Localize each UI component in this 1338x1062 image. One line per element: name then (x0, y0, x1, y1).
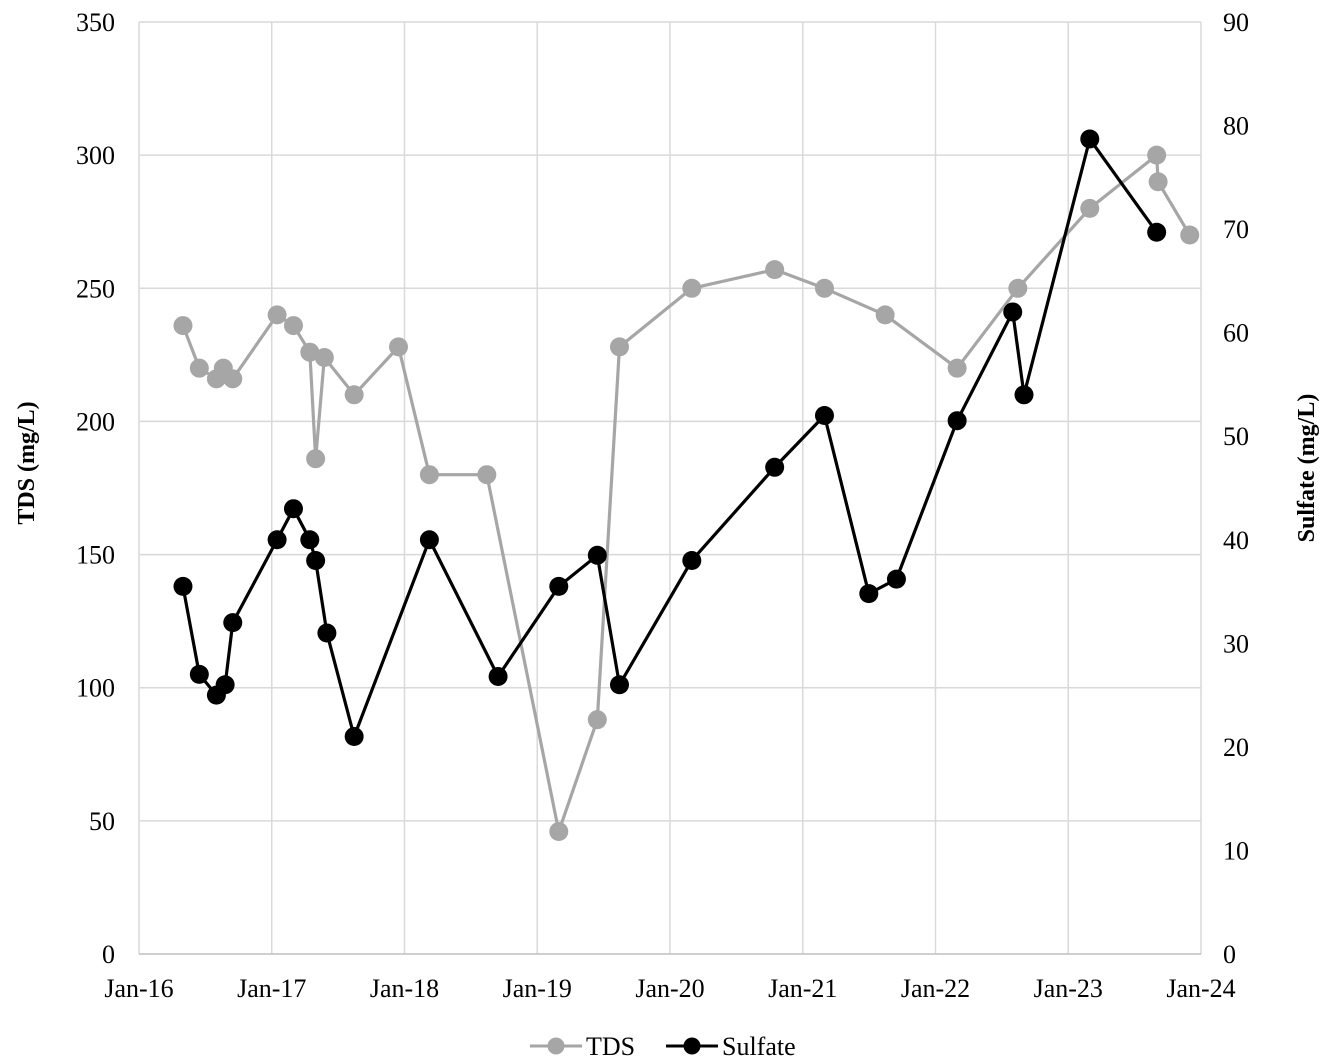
data-point-sulfate (215, 675, 235, 695)
data-point-sulfate (189, 664, 209, 684)
data-point-tds (189, 358, 209, 378)
legend-swatch-tds-marker (547, 1037, 565, 1055)
data-point-tds (1147, 145, 1167, 165)
x-tick-label: Jan-22 (901, 974, 970, 1003)
data-point-tds (267, 305, 287, 325)
legend-label-sulfate: Sulfate (722, 1032, 796, 1061)
x-tick-label: Jan-23 (1034, 974, 1103, 1003)
legend: TDS Sulfate (530, 1032, 796, 1061)
data-point-sulfate (814, 406, 834, 426)
series-line-tds (181, 153, 1192, 834)
data-point-tds (765, 260, 785, 280)
data-point-tds (587, 710, 607, 730)
x-tick-label: Jan-21 (768, 974, 837, 1003)
y-left-tick-label: 0 (102, 940, 115, 969)
legend-item-sulfate: Sulfate (666, 1032, 796, 1061)
y-right-tick-label: 10 (1223, 836, 1249, 865)
data-point-tds (389, 337, 408, 357)
data-point-tds (173, 316, 193, 336)
data-point-sulfate (1080, 129, 1100, 149)
series-line-sulfate (181, 137, 1158, 739)
y-left-tick-label: 250 (76, 274, 115, 303)
data-point-tds (814, 278, 834, 298)
data-point-sulfate (1147, 222, 1167, 242)
data-point-tds (875, 305, 895, 325)
series-layer (173, 129, 1200, 842)
y-left-axis-title: TDS (mg/L) (14, 401, 40, 524)
x-tick-label: Jan-20 (635, 974, 704, 1003)
y-left-tick-label: 50 (89, 807, 115, 836)
tick-labels: 0 50 100 150 200 250 300 350 0 10 20 30 40 50 60 70 80 90… (76, 8, 1249, 1003)
y-right-tick-label: 80 (1223, 112, 1249, 141)
data-point-sulfate (609, 675, 629, 695)
y-right-axis-title: Sulfate (mg/L) (1294, 394, 1320, 543)
data-point-sulfate (549, 576, 569, 596)
x-tick-label: Jan-16 (104, 974, 173, 1003)
data-point-sulfate (488, 666, 508, 686)
data-point-sulfate (419, 530, 439, 550)
data-point-sulfate (317, 623, 337, 643)
data-point-sulfate (300, 530, 320, 550)
data-point-sulfate (1014, 385, 1034, 405)
data-point-tds (609, 337, 629, 357)
data-point-tds (223, 369, 243, 389)
data-point-tds (314, 348, 334, 368)
data-point-sulfate (306, 550, 326, 570)
data-point-tds (1008, 278, 1028, 298)
data-point-sulfate (682, 550, 702, 570)
data-point-tds (283, 316, 303, 336)
data-point-tds (1180, 225, 1200, 245)
data-point-sulfate (283, 499, 303, 519)
data-point-sulfate (173, 576, 193, 596)
axes (138, 22, 1202, 955)
data-point-tds (947, 358, 967, 378)
y-right-tick-label: 50 (1223, 422, 1249, 451)
data-point-tds (419, 465, 439, 485)
data-point-tds (477, 465, 497, 485)
y-right-tick-label: 70 (1223, 215, 1249, 244)
data-point-sulfate (344, 727, 364, 747)
series-tds (173, 145, 1200, 842)
data-point-sulfate (947, 411, 967, 431)
x-tick-label: Jan-24 (1166, 974, 1235, 1003)
x-tick-label: Jan-17 (237, 974, 306, 1003)
data-point-tds (1080, 198, 1100, 218)
legend-item-tds: TDS (530, 1032, 635, 1061)
data-point-sulfate (1003, 302, 1023, 322)
data-point-sulfate (223, 613, 243, 633)
data-point-sulfate (886, 569, 906, 589)
y-right-tick-label: 30 (1223, 629, 1249, 658)
y-left-tick-label: 350 (76, 8, 115, 37)
series-sulfate (173, 129, 1167, 747)
data-point-sulfate (765, 457, 785, 477)
data-point-sulfate (267, 530, 287, 550)
y-left-tick-label: 300 (76, 141, 115, 170)
y-left-tick-label: 200 (76, 407, 115, 436)
y-right-tick-label: 20 (1223, 733, 1249, 762)
data-point-tds (682, 278, 702, 298)
y-left-tick-label: 150 (76, 541, 115, 570)
y-right-tick-label: 60 (1223, 319, 1249, 348)
data-point-sulfate (859, 584, 879, 604)
y-right-tick-label: 90 (1223, 8, 1249, 37)
y-left-tick-label: 100 (76, 674, 115, 703)
y-right-tick-label: 40 (1223, 526, 1249, 555)
x-tick-label: Jan-18 (370, 974, 439, 1003)
data-point-tds (300, 342, 320, 362)
data-point-tds (344, 385, 364, 405)
legend-swatch-sulfate-marker (683, 1037, 701, 1055)
data-point-tds (1148, 172, 1168, 192)
x-tick-label: Jan-19 (503, 974, 572, 1003)
data-point-tds (549, 822, 569, 842)
y-right-tick-label: 0 (1223, 940, 1236, 969)
data-point-tds (306, 449, 326, 469)
gridlines (139, 21, 1201, 954)
legend-label-tds: TDS (586, 1032, 635, 1061)
data-point-sulfate (587, 545, 607, 565)
